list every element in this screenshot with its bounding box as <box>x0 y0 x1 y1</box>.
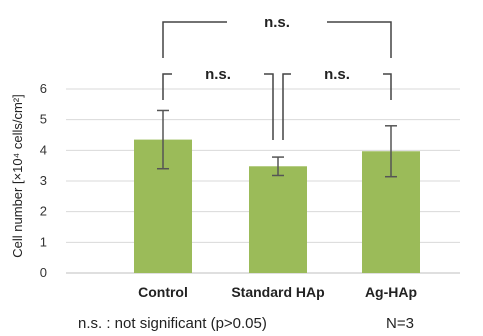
bracket-line <box>162 73 172 100</box>
y-tick-label: 6 <box>40 81 47 96</box>
significance-label: n.s. <box>205 66 231 83</box>
y-tick-label: 5 <box>40 112 47 127</box>
category-label: Standard HAp <box>231 284 324 300</box>
bar <box>249 166 307 273</box>
significance-brackets: n.s. n.s. n.s. <box>162 14 392 140</box>
error-bars <box>157 109 397 178</box>
y-tick-label: 1 <box>40 234 47 249</box>
category-labels: Control Standard HAp Ag-HAp <box>138 284 417 300</box>
y-axis-label: Cell number [×10⁴ cells/cm²] <box>10 94 25 257</box>
y-tick-label: 3 <box>40 173 47 188</box>
significance-label: n.s. <box>324 66 350 83</box>
bars <box>134 139 420 273</box>
category-label: Ag-HAp <box>365 284 417 300</box>
y-tick-labels: 0 1 2 3 4 5 6 <box>40 81 47 280</box>
category-label: Control <box>138 284 188 300</box>
y-tick-label: 2 <box>40 204 47 219</box>
bracket-line <box>383 73 392 100</box>
y-tick-label: 4 <box>40 142 47 157</box>
bracket-line <box>264 73 274 140</box>
bracket-line <box>162 21 227 58</box>
bracket-line <box>327 21 392 58</box>
bracket-line <box>282 73 291 140</box>
sample-size-label: N=3 <box>386 315 414 332</box>
y-tick-label: 0 <box>40 265 47 280</box>
significance-label: n.s. <box>264 14 290 31</box>
footnote: n.s. : not significant (p>0.05) <box>78 315 267 332</box>
